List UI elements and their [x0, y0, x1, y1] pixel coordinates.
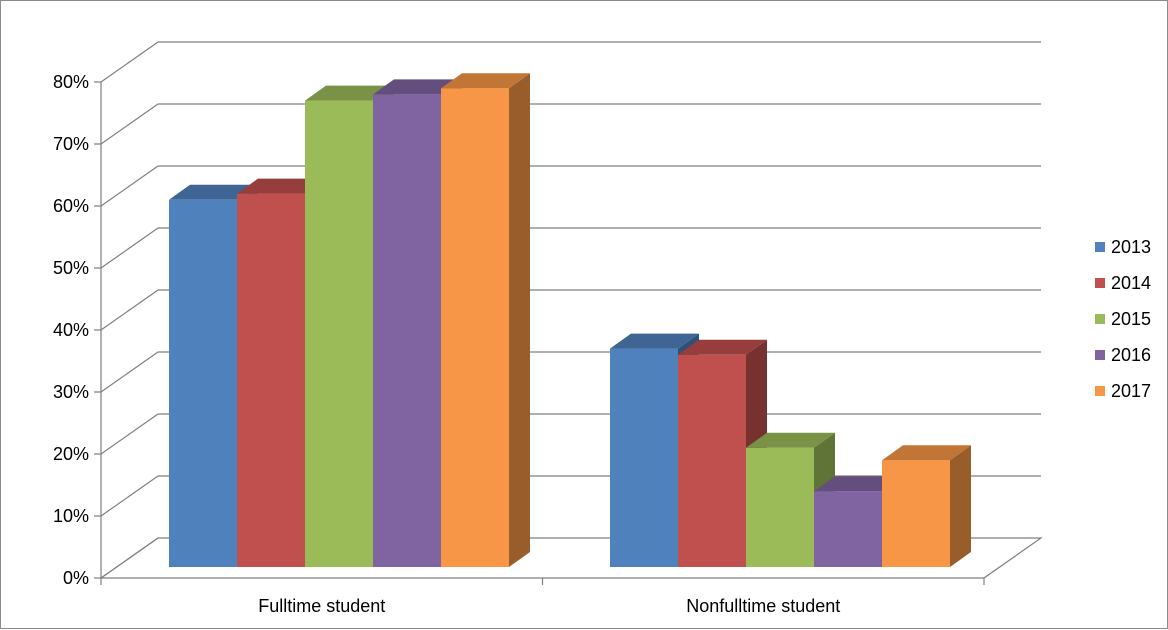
bar-top-face — [610, 333, 699, 349]
bar-top-face — [441, 73, 530, 89]
legend-label: 2017 — [1111, 381, 1151, 401]
y-tick-label: 70% — [53, 134, 89, 154]
bar-top-face — [237, 178, 326, 194]
legend-item-2017: 2017 — [1095, 381, 1151, 401]
legend-swatch — [1095, 386, 1105, 396]
x-category-label: Fulltime student — [258, 596, 385, 616]
bar-side-face — [950, 445, 971, 567]
bar-front-face — [305, 100, 373, 567]
bar-2017-fulltime — [441, 73, 530, 567]
side-wall-line — [100, 165, 159, 207]
legend-item-2013: 2013 — [1095, 237, 1151, 257]
bar-top-face — [305, 85, 394, 101]
bar-front-face — [746, 447, 814, 567]
side-wall-line — [100, 351, 159, 393]
side-wall-line — [100, 413, 159, 455]
side-wall-line — [100, 227, 159, 269]
bar-top-face — [746, 432, 835, 448]
y-tick-label: 10% — [53, 506, 89, 526]
bar-front-face — [610, 348, 678, 567]
legend-label: 2016 — [1111, 345, 1151, 365]
y-tick-label: 20% — [53, 444, 89, 464]
legend-item-2014: 2014 — [1095, 273, 1151, 293]
x-category-label: Nonfulltime student — [686, 596, 840, 616]
legend: 2013 2014 2015 2016 2017 — [1095, 237, 1151, 401]
bars — [169, 73, 971, 568]
legend-swatch — [1095, 242, 1105, 252]
bar-front-face — [373, 94, 441, 568]
bar-front-face — [678, 354, 746, 567]
legend-label: 2014 — [1111, 273, 1151, 293]
side-wall-line — [100, 475, 159, 517]
bar-top-face — [373, 79, 462, 95]
legend-item-2016: 2016 — [1095, 345, 1151, 365]
legend-swatch — [1095, 314, 1105, 324]
y-tick-label: 40% — [53, 320, 89, 340]
x-axis-categories: Fulltime student Nonfulltime student — [258, 596, 840, 616]
legend-item-2015: 2015 — [1095, 309, 1151, 329]
bar-top-face — [814, 476, 903, 492]
bar-front-face — [441, 88, 509, 567]
bar-side-face — [509, 73, 530, 567]
y-tick-label: 50% — [53, 258, 89, 278]
bar-2017-nonfulltime — [882, 445, 971, 567]
side-wall-line — [100, 103, 159, 145]
y-tick-label: 60% — [53, 196, 89, 216]
bar-top-face — [882, 445, 971, 461]
bar-top-face — [678, 339, 767, 355]
y-tick-label: 30% — [53, 382, 89, 402]
bar-front-face — [169, 199, 237, 568]
side-wall-line — [100, 537, 159, 579]
bar-front-face — [882, 460, 950, 567]
y-tick-label: 0% — [63, 568, 89, 588]
side-wall-line — [100, 289, 159, 331]
legend-swatch — [1095, 278, 1105, 288]
legend-swatch — [1095, 350, 1105, 360]
bar-front-face — [237, 193, 305, 567]
bar-top-face — [169, 184, 258, 200]
side-wall-line — [100, 41, 159, 83]
bar-front-face — [814, 491, 882, 567]
legend-label: 2015 — [1111, 309, 1151, 329]
y-tick-label: 80% — [53, 72, 89, 92]
legend-label: 2013 — [1111, 237, 1151, 257]
y-axis-ticks: 0% 10% 20% 30% 40% 50% 60% 70% 80% — [53, 72, 101, 588]
